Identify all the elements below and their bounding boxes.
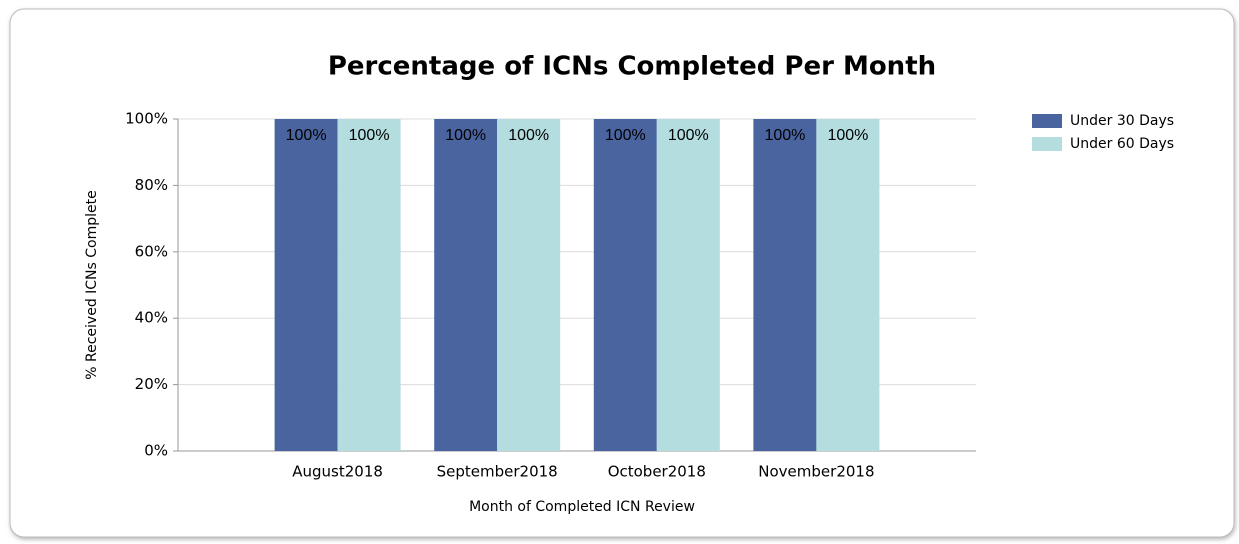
y-tick-label: 40% — [135, 309, 168, 327]
bar — [497, 119, 561, 451]
bar — [337, 119, 401, 451]
bar — [816, 119, 880, 451]
y-tick-label: 60% — [135, 242, 168, 260]
data-label: 100% — [286, 127, 327, 144]
bar — [656, 119, 720, 451]
legend-swatch — [1032, 137, 1062, 151]
x-axis-label: Month of Completed ICN Review — [469, 499, 695, 515]
y-tick-label: 0% — [144, 442, 168, 460]
data-label: 100% — [349, 127, 390, 144]
x-tick-label: October2018 — [608, 463, 706, 481]
y-tick-label: 100% — [125, 110, 168, 128]
bar — [434, 119, 498, 451]
data-label: 100% — [605, 127, 646, 144]
x-tick-label: November2018 — [758, 463, 874, 481]
y-tick-label: 20% — [135, 375, 168, 393]
data-label: 100% — [445, 127, 486, 144]
x-tick-label: August2018 — [292, 463, 383, 481]
bar — [753, 119, 817, 451]
legend-swatch — [1032, 114, 1062, 128]
data-label: 100% — [827, 127, 868, 144]
data-label: 100% — [764, 127, 805, 144]
data-label: 100% — [508, 127, 549, 144]
bar — [274, 119, 338, 451]
data-label: 100% — [668, 127, 709, 144]
y-axis-label: % Received ICNs Complete — [84, 190, 100, 380]
legend-label: Under 30 Days — [1070, 113, 1174, 129]
x-tick-label: September2018 — [437, 463, 558, 481]
y-tick-label: 80% — [135, 176, 168, 194]
chart-title: Percentage of ICNs Completed Per Month — [328, 52, 936, 82]
bar — [593, 119, 657, 451]
legend-label: Under 60 Days — [1070, 136, 1174, 152]
